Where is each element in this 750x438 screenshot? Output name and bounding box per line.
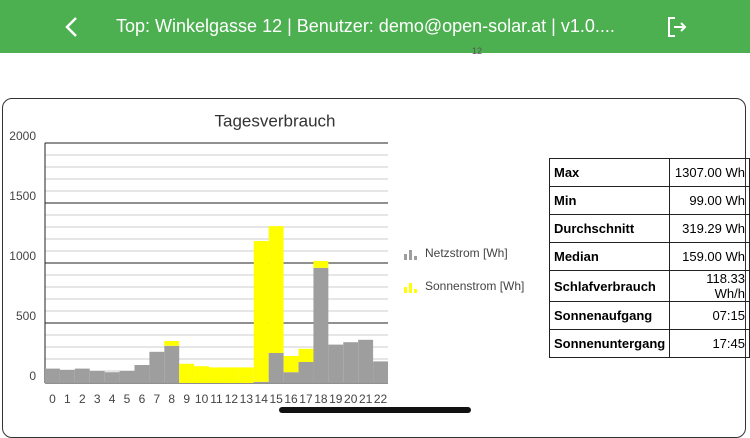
- bar-segment: [253, 381, 269, 383]
- x-tick-label: 11: [210, 392, 223, 406]
- bar-segment: [238, 367, 254, 383]
- x-tick-label: 5: [124, 392, 131, 406]
- logout-button[interactable]: [665, 15, 689, 39]
- app-header: Top: Winkelgasse 12 | Benutzer: demo@ope…: [0, 0, 750, 53]
- legend-swatch: [404, 287, 407, 293]
- legend-swatch: [414, 289, 417, 293]
- bar-segment: [164, 341, 180, 346]
- y-tick-label: 0: [29, 369, 36, 383]
- x-tick-label: 20: [344, 392, 358, 406]
- stat-label: Median: [548, 242, 671, 271]
- bar-segment: [253, 241, 269, 382]
- bar-segment: [74, 368, 90, 383]
- stats-row: Max 1307.00 Wh: [548, 158, 750, 187]
- stat-label: Max: [548, 158, 671, 187]
- stat-value: 319.29 Wh: [669, 214, 750, 243]
- x-tick-label: 6: [139, 392, 146, 406]
- x-tick-label: 10: [195, 392, 209, 406]
- bar-segment: [298, 362, 314, 383]
- y-tick-label: 500: [16, 309, 36, 323]
- scroll-hint: 12: [472, 46, 483, 56]
- stat-label: Sonnenuntergang: [548, 329, 671, 358]
- x-tick-label: 14: [255, 392, 269, 406]
- bar-segment: [164, 345, 180, 383]
- stats-row: Schlafverbrauch 118.33 Wh/h: [548, 270, 750, 302]
- bar-segment: [119, 371, 135, 383]
- stat-value: 07:15: [669, 301, 750, 330]
- bar-segment: [134, 365, 150, 383]
- y-tick-label: 2000: [9, 129, 36, 143]
- header-title: Top: Winkelgasse 12 | Benutzer: demo@ope…: [116, 16, 615, 36]
- x-tick-label: 4: [109, 392, 116, 406]
- bar-segment: [209, 367, 224, 383]
- legend-swatch: [409, 283, 412, 293]
- bar-segment: [343, 342, 359, 383]
- bar-segment: [59, 369, 75, 383]
- bar-segment: [45, 368, 60, 383]
- stat-value: 17:45: [669, 329, 750, 358]
- stat-value: 118.33 Wh/h: [669, 270, 750, 302]
- home-indicator: [279, 407, 471, 413]
- x-tick-label: 16: [284, 392, 298, 406]
- x-tick-label: 8: [168, 392, 175, 406]
- x-tick-label: 7: [154, 392, 161, 406]
- stat-value: 1307.00 Wh: [669, 158, 750, 187]
- bar-segment: [268, 353, 284, 383]
- bar-segment: [373, 361, 388, 383]
- stats-row: Median 159.00 Wh: [548, 242, 750, 271]
- stat-value: 159.00 Wh: [669, 242, 750, 271]
- legend-label: Netzstrom [Wh]: [425, 246, 508, 260]
- x-tick-label: 0: [49, 392, 56, 406]
- x-tick-label: 2: [79, 392, 86, 406]
- stat-label: Sonnenaufgang: [548, 301, 671, 330]
- x-tick-label: 13: [240, 392, 254, 406]
- bar-segment: [223, 367, 239, 383]
- x-tick-label: 3: [94, 392, 101, 406]
- x-tick-label: 9: [183, 392, 190, 406]
- x-tick-label: 1: [64, 392, 71, 406]
- bar-segment: [298, 348, 314, 362]
- x-tick-label: 18: [314, 392, 328, 406]
- bar-segment: [283, 356, 299, 373]
- y-tick-label: 1500: [9, 189, 36, 203]
- x-tick-label: 19: [329, 392, 343, 406]
- y-tick-label: 1000: [9, 249, 36, 263]
- stats-row: Sonnenuntergang 17:45: [548, 329, 750, 358]
- legend-swatch: [404, 254, 407, 260]
- bar-segment: [194, 366, 210, 383]
- stat-label: Durchschnitt: [548, 214, 671, 243]
- stat-value: 99.00 Wh: [669, 186, 750, 215]
- legend-swatch: [414, 256, 417, 260]
- x-tick-label: 15: [269, 392, 283, 406]
- x-tick-label: 21: [359, 392, 373, 406]
- bar-segment: [89, 371, 105, 383]
- chart-title: Tagesverbrauch: [215, 111, 336, 130]
- bar-segment: [313, 260, 329, 268]
- bar-segment: [358, 339, 374, 383]
- x-tick-label: 17: [299, 392, 313, 406]
- bar-segment: [149, 351, 165, 383]
- bar-segment: [179, 363, 195, 383]
- bar-segment: [313, 267, 329, 383]
- stat-label: Schlafverbrauch: [548, 270, 671, 302]
- bar-segment: [104, 372, 120, 383]
- bar-segment: [268, 226, 284, 353]
- x-tick-label: 12: [225, 392, 239, 406]
- legend-swatch: [409, 250, 412, 260]
- stats-row: Durchschnitt 319.29 Wh: [548, 214, 750, 243]
- stats-row: Min 99.00 Wh: [548, 186, 750, 215]
- x-tick-label: 22: [374, 392, 388, 406]
- stat-label: Min: [548, 186, 671, 215]
- stats-table: Max 1307.00 Wh Min 99.00 Wh Durchschnitt 319.…: [548, 158, 750, 358]
- back-button[interactable]: [62, 15, 82, 39]
- stats-row: Sonnenaufgang 07:15: [548, 301, 750, 330]
- legend-label: Sonnenstrom [Wh]: [425, 279, 524, 293]
- bar-segment: [328, 344, 344, 383]
- bar-segment: [283, 372, 299, 383]
